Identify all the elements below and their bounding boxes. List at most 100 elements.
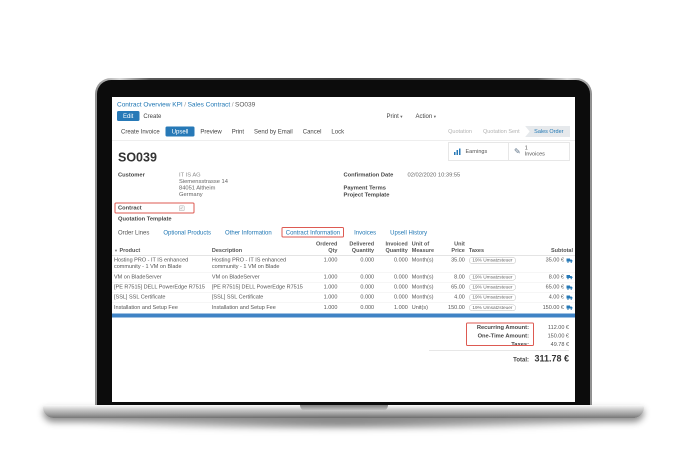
- field-grid: Customer IT IS AG Siemensstrasse 14 8405…: [114, 172, 570, 223]
- cell-ordered: 1.000: [309, 282, 340, 293]
- cell-subtotal: 65.00 €: [531, 282, 575, 293]
- workflow-bar: Create Invoice Upsell Preview Print Send…: [112, 124, 575, 141]
- caret-down-icon: ▾: [400, 114, 403, 119]
- cell-uom: Month(s): [409, 272, 443, 283]
- odoo-app: Contract Overview KPI / Sales Contract / SO0…: [112, 97, 575, 402]
- create-button[interactable]: Create: [143, 112, 162, 120]
- cell-uom: Month(s): [409, 255, 443, 273]
- quotation-template-label: Quotation Template: [118, 216, 172, 222]
- earnings-smart-button[interactable]: Earnings: [448, 142, 509, 161]
- cell-product: Hosting PRO - IT IS enhanced community -…: [112, 255, 210, 273]
- tab-other-information[interactable]: Other Information: [225, 229, 272, 236]
- lock-button[interactable]: Lock: [331, 128, 345, 135]
- table-row[interactable]: [SSL] SSL Certificate [SSL] SSL Certific…: [112, 292, 575, 303]
- bar-chart-icon: [454, 148, 461, 155]
- col-header-description[interactable]: Description: [209, 240, 310, 256]
- customer-name[interactable]: IT IS AG: [179, 172, 201, 178]
- action-dropdown[interactable]: Action ▾: [415, 112, 436, 120]
- breadcrumb-link-contract-overview[interactable]: Contract Overview KPI: [117, 100, 183, 109]
- tab-optional-products[interactable]: Optional Products: [163, 229, 212, 236]
- create-invoice-button[interactable]: Create Invoice: [121, 128, 160, 135]
- total-label: Total:: [513, 356, 529, 364]
- invoices-smart-button[interactable]: ✎ 1 Invoices: [509, 142, 570, 161]
- tax-tag[interactable]: 19% Umsatzsteuer: [468, 294, 516, 301]
- cell-description: [SSL] SSL Certificate: [209, 292, 310, 303]
- col-header-delivered-qty[interactable]: Delivered Quantity: [339, 240, 377, 256]
- tax-tag[interactable]: 19% Umsatzsteuer: [468, 257, 516, 264]
- invoices-label: Invoices: [524, 151, 545, 157]
- cell-delivered: 0.000: [339, 272, 377, 283]
- col-header-invoiced-qty[interactable]: Invoiced Quantity: [376, 240, 410, 256]
- cell-subtotal: 4.00 €: [531, 292, 575, 303]
- cell-ordered: 1.000: [323, 304, 338, 311]
- status-step-quotation[interactable]: Quotation: [448, 128, 472, 135]
- send-by-email-button[interactable]: Send by Email: [254, 128, 293, 135]
- statusbar: Quotation Quotation Sent Sales Order: [443, 126, 570, 137]
- tab-invoices[interactable]: Invoices: [354, 229, 377, 236]
- payment-terms-label: Payment Terms: [343, 185, 386, 191]
- status-step-sales-order[interactable]: Sales Order: [525, 126, 570, 137]
- col-header-ordered-qty[interactable]: Ordered Qty: [309, 240, 340, 256]
- truck-icon[interactable]: [566, 258, 574, 263]
- tax-tag[interactable]: 19% Umsatzsteuer: [468, 284, 516, 291]
- cell-delivered: 0.000: [339, 292, 377, 303]
- project-template-label: Project Template: [343, 192, 390, 198]
- contract-label: Contract: [118, 205, 142, 211]
- cell-delivered: 0.000: [360, 304, 375, 311]
- col-header-unit-price[interactable]: Unit Price: [442, 240, 467, 256]
- col-header-subtotal[interactable]: Subtotal: [531, 240, 575, 256]
- tab-upsell-history[interactable]: Upsell History: [390, 229, 428, 236]
- taxes-label: Taxes:: [511, 341, 529, 348]
- cell-product: Installation and Setup Fee: [114, 304, 178, 311]
- table-row[interactable]: Installation and Setup Fee Installation …: [112, 303, 575, 313]
- col-header-product[interactable]: ▼ Product: [112, 240, 210, 256]
- truck-icon[interactable]: [566, 285, 574, 290]
- contract-checkbox[interactable]: ✓: [179, 205, 185, 211]
- breadcrumb-link-sales-contract[interactable]: Sales Contract: [187, 100, 231, 109]
- totals-block: Recurring Amount: 112.00 € One-Time Amou…: [429, 322, 569, 365]
- sort-desc-icon: ▼: [114, 248, 118, 253]
- customer-label: Customer: [118, 172, 145, 178]
- cell-description: [PE R7515] DELL PowerEdge R7515: [209, 282, 310, 293]
- table-row[interactable]: Hosting PRO - IT IS enhanced community -…: [112, 255, 575, 273]
- recurring-amount-label: Recurring Amount:: [476, 324, 529, 331]
- table-row[interactable]: [PE R7515] DELL PowerEdge R7515 [PE R751…: [112, 282, 575, 293]
- laptop-base: [43, 405, 644, 418]
- col-header-uom[interactable]: Unit of Measure: [409, 240, 443, 256]
- truck-icon[interactable]: [566, 275, 574, 280]
- field-col-left: Customer IT IS AG Siemensstrasse 14 8405…: [114, 172, 344, 223]
- field-col-right: Confirmation Date 02/02/2020 10:39:55 Pa…: [344, 172, 570, 223]
- cell-price: 4.00: [442, 292, 467, 303]
- table-row[interactable]: VM on BladeServer VM on BladeServer 1.00…: [112, 272, 575, 283]
- status-step-quotation-sent[interactable]: Quotation Sent: [482, 128, 520, 135]
- breadcrumb-separator: /: [184, 100, 187, 109]
- tab-contract-information[interactable]: Contract Information: [285, 229, 341, 236]
- cell-product: [PE R7515] DELL PowerEdge R7515: [112, 282, 210, 293]
- cell-taxes: 19% Umsatzsteuer: [466, 255, 532, 273]
- print-button[interactable]: Print: [231, 128, 245, 135]
- caret-down-icon: ▾: [433, 114, 436, 119]
- cell-taxes: 19% Umsatzsteuer: [466, 272, 532, 283]
- tab-order-lines[interactable]: Order Lines: [118, 229, 150, 236]
- cancel-button[interactable]: Cancel: [302, 128, 322, 135]
- screen: Contract Overview KPI / Sales Contract / SO0…: [112, 97, 575, 402]
- breadcrumb-separator: /: [231, 100, 234, 109]
- cell-uom: Month(s): [409, 282, 443, 293]
- preview-button[interactable]: Preview: [200, 128, 222, 135]
- upsell-button[interactable]: Upsell: [165, 126, 195, 137]
- col-header-taxes[interactable]: Taxes: [466, 240, 532, 256]
- truck-icon[interactable]: [566, 295, 574, 300]
- customer-value[interactable]: IT IS AG Siemensstrasse 14 84051 Altheim…: [179, 172, 228, 198]
- earnings-label: Earnings: [465, 148, 488, 155]
- horizontal-scrollbar[interactable]: [112, 313, 575, 318]
- cell-taxes: 19% Umsatzsteuer: [466, 292, 532, 303]
- laptop-shadow: [75, 417, 611, 431]
- print-dropdown[interactable]: Print ▾: [386, 112, 403, 120]
- tax-tag[interactable]: 19% Umsatzsteuer: [468, 273, 516, 281]
- truck-icon[interactable]: [566, 305, 574, 311]
- invoices-count: 1: [524, 145, 528, 152]
- confirmation-date-value: 02/02/2020 10:39:55: [407, 172, 461, 178]
- edit-button[interactable]: Edit: [117, 111, 140, 121]
- tax-tag[interactable]: 19% Umsatzsteuer: [468, 304, 516, 312]
- confirmation-date-label: Confirmation Date: [343, 172, 394, 178]
